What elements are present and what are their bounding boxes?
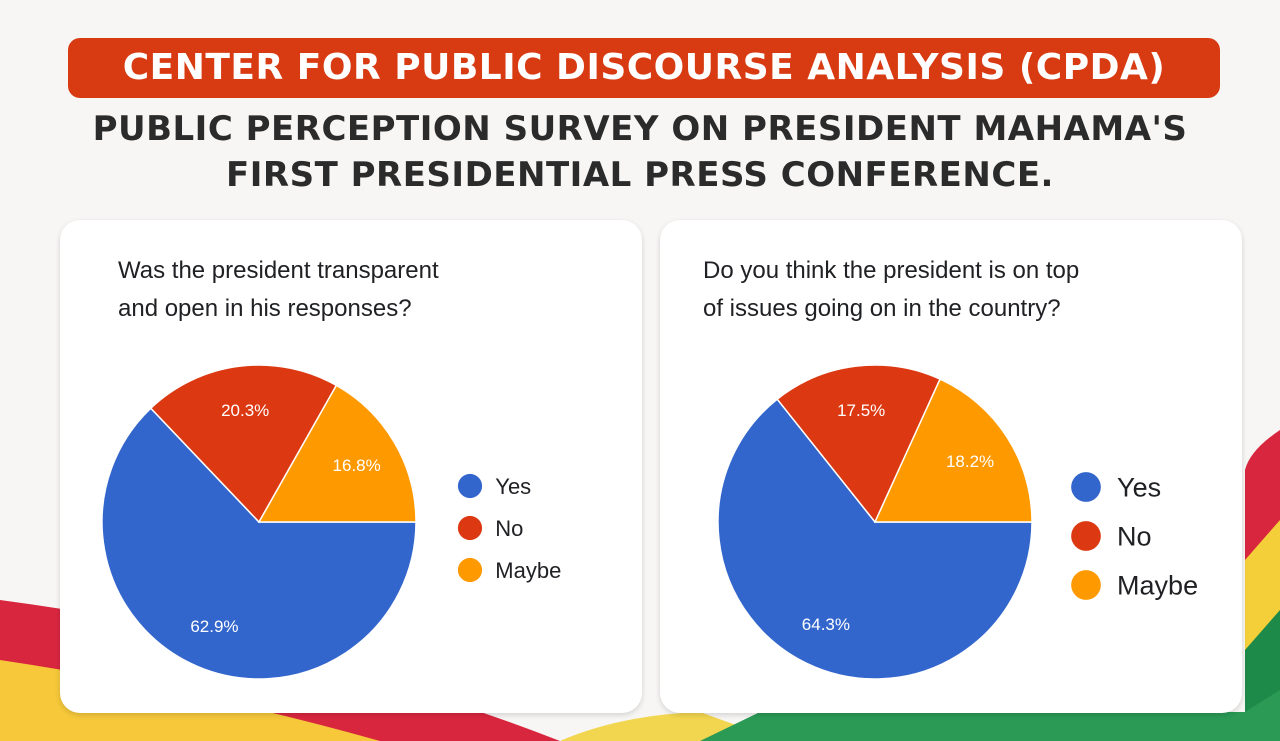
chart-card-on-top-of-issues: Do you think the president is on top of … xyxy=(660,220,1242,713)
legend-label-yes: Yes xyxy=(1117,473,1161,503)
legend-label-yes: Yes xyxy=(495,474,531,499)
pie-slice-no xyxy=(149,364,338,524)
title-line-1: PUBLIC PERCEPTION SURVEY ON PRESIDENT MA… xyxy=(92,109,1188,149)
pie-chart: 64.3% 17.5% 18.2% Yes No Maybe xyxy=(717,364,1198,680)
title-line-2: FIRST PRESIDENTIAL PRESS CONFERENCE. xyxy=(226,155,1054,195)
legend-label-no: No xyxy=(1117,522,1152,552)
question-line-2: of issues going on in the country? xyxy=(703,295,1061,322)
legend-marker-maybe xyxy=(457,557,483,583)
question-line-1: Do you think the president is on top xyxy=(703,257,1080,284)
legend-label-no: No xyxy=(495,516,523,541)
chart-card-transparency: Was the president transparent and open i… xyxy=(60,220,642,713)
legend-label-maybe: Maybe xyxy=(1117,571,1198,601)
question-line-1: Was the president transparent xyxy=(118,257,439,284)
legend-marker-maybe xyxy=(1071,570,1101,600)
pie-slice-no xyxy=(776,364,942,524)
page-title: PUBLIC PERCEPTION SURVEY ON PRESIDENT MA… xyxy=(0,106,1280,198)
slice-label-no: 17.5% xyxy=(837,401,885,420)
legend-marker-yes xyxy=(1071,472,1101,502)
slice-label-yes: 62.9% xyxy=(190,617,238,636)
legend-label-maybe: Maybe xyxy=(495,558,561,583)
slice-label-maybe: 18.2% xyxy=(946,452,994,471)
green-band-bottom xyxy=(700,690,1280,741)
pie-slice-yes xyxy=(101,407,417,680)
legend-marker-yes xyxy=(457,473,483,499)
pie-slice-maybe xyxy=(257,384,417,523)
slice-label-maybe: 16.8% xyxy=(333,456,381,475)
slice-label-yes: 64.3% xyxy=(802,615,850,634)
slice-label-no: 20.3% xyxy=(221,401,269,420)
question-line-2: and open in his responses? xyxy=(118,295,412,322)
legend-marker-no xyxy=(1071,521,1101,551)
pie-chart: 62.9% 20.3% 16.8% Yes No Maybe xyxy=(101,364,561,680)
pie-slice-maybe xyxy=(873,378,1033,523)
question-title: Do you think the president is on top of … xyxy=(703,252,1079,328)
legend-marker-no xyxy=(457,515,483,541)
pie-slice-yes xyxy=(717,398,1033,680)
question-title: Was the president transparent and open i… xyxy=(118,252,439,328)
organization-banner: CENTER FOR PUBLIC DISCOURSE ANALYSIS (CP… xyxy=(68,38,1220,98)
